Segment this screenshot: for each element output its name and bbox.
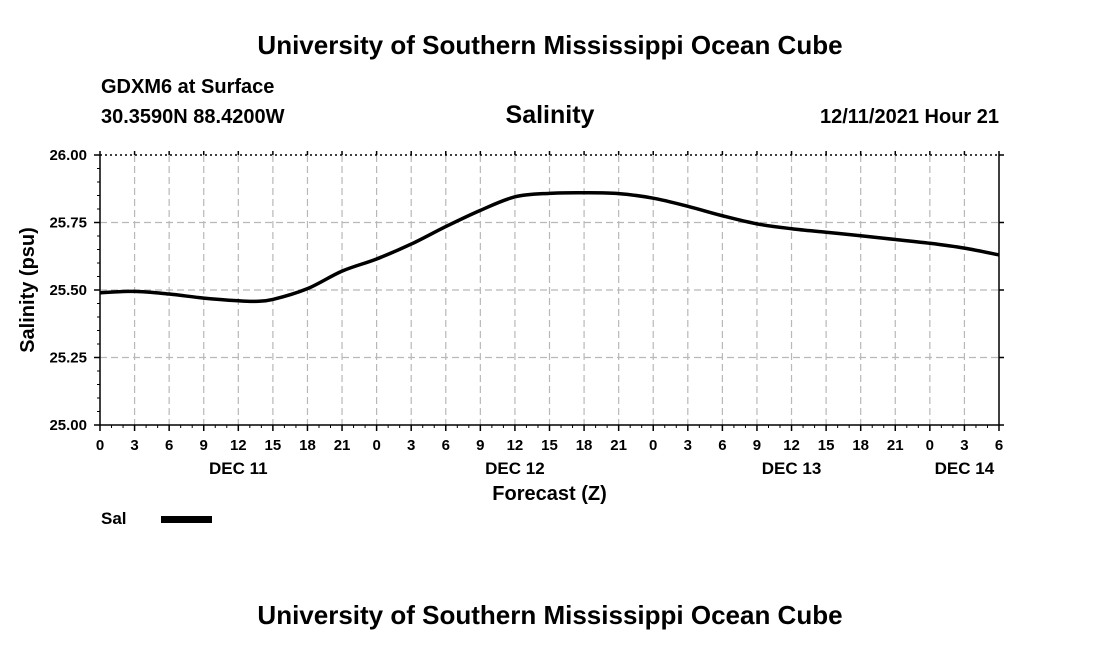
x-tick-label: 18: [852, 437, 869, 454]
day-label: DEC 12: [485, 459, 545, 478]
x-tick-label: 9: [476, 437, 484, 454]
x-tick-label: 3: [407, 437, 415, 454]
chart-title: Salinity: [505, 101, 595, 129]
forecast-run-time: 12/11/2021 Hour 21: [819, 106, 999, 128]
legend-line-swatch: [161, 516, 212, 523]
x-tick-label: 0: [372, 437, 380, 454]
x-tick-label: 18: [576, 437, 593, 454]
x-tick-label: 15: [265, 437, 282, 454]
x-tick-label: 3: [684, 437, 692, 454]
x-tick-label: 9: [753, 437, 761, 454]
x-tick-label: 0: [926, 437, 934, 454]
y-tick-label: 25.25: [49, 350, 87, 367]
x-tick-label: 15: [541, 437, 558, 454]
x-axis-title: Forecast (Z): [492, 483, 606, 505]
x-tick-label: 12: [783, 437, 800, 454]
x-tick-label: 0: [649, 437, 657, 454]
x-tick-label: 21: [334, 437, 351, 454]
x-tick-label: 9: [200, 437, 208, 454]
day-label: DEC 14: [935, 459, 995, 478]
page-title-bottom: University of Southern Mississippi Ocean…: [257, 600, 843, 630]
y-tick-label: 26.00: [49, 147, 87, 164]
x-tick-label: 21: [887, 437, 904, 454]
y-axis-title: Salinity (psu): [17, 227, 39, 353]
y-tick-label: 25.00: [49, 417, 87, 434]
page-title-top: University of Southern Mississippi Ocean…: [257, 30, 843, 60]
x-tick-label: 6: [442, 437, 450, 454]
station-label: GDXM6 at Surface: [101, 76, 275, 98]
legend-label: Sal: [101, 509, 127, 528]
x-tick-label: 21: [610, 437, 627, 454]
series-line-sal: [99, 191, 1000, 304]
x-tick-label: 12: [507, 437, 524, 454]
x-tick-label: 6: [165, 437, 173, 454]
x-tick-label: 3: [960, 437, 968, 454]
x-tick-label: 3: [130, 437, 138, 454]
y-tick-label: 25.75: [49, 215, 87, 232]
y-tick-label: 25.50: [49, 282, 87, 299]
x-tick-label: 15: [818, 437, 835, 454]
x-tick-label: 0: [96, 437, 104, 454]
x-tick-label: 12: [230, 437, 247, 454]
station-coordinates: 30.3590N 88.4200W: [101, 106, 285, 128]
x-tick-label: 6: [995, 437, 1003, 454]
day-label: DEC 11: [209, 459, 268, 478]
x-tick-label: 18: [299, 437, 316, 454]
day-label: DEC 13: [762, 459, 822, 478]
x-tick-label: 6: [718, 437, 726, 454]
